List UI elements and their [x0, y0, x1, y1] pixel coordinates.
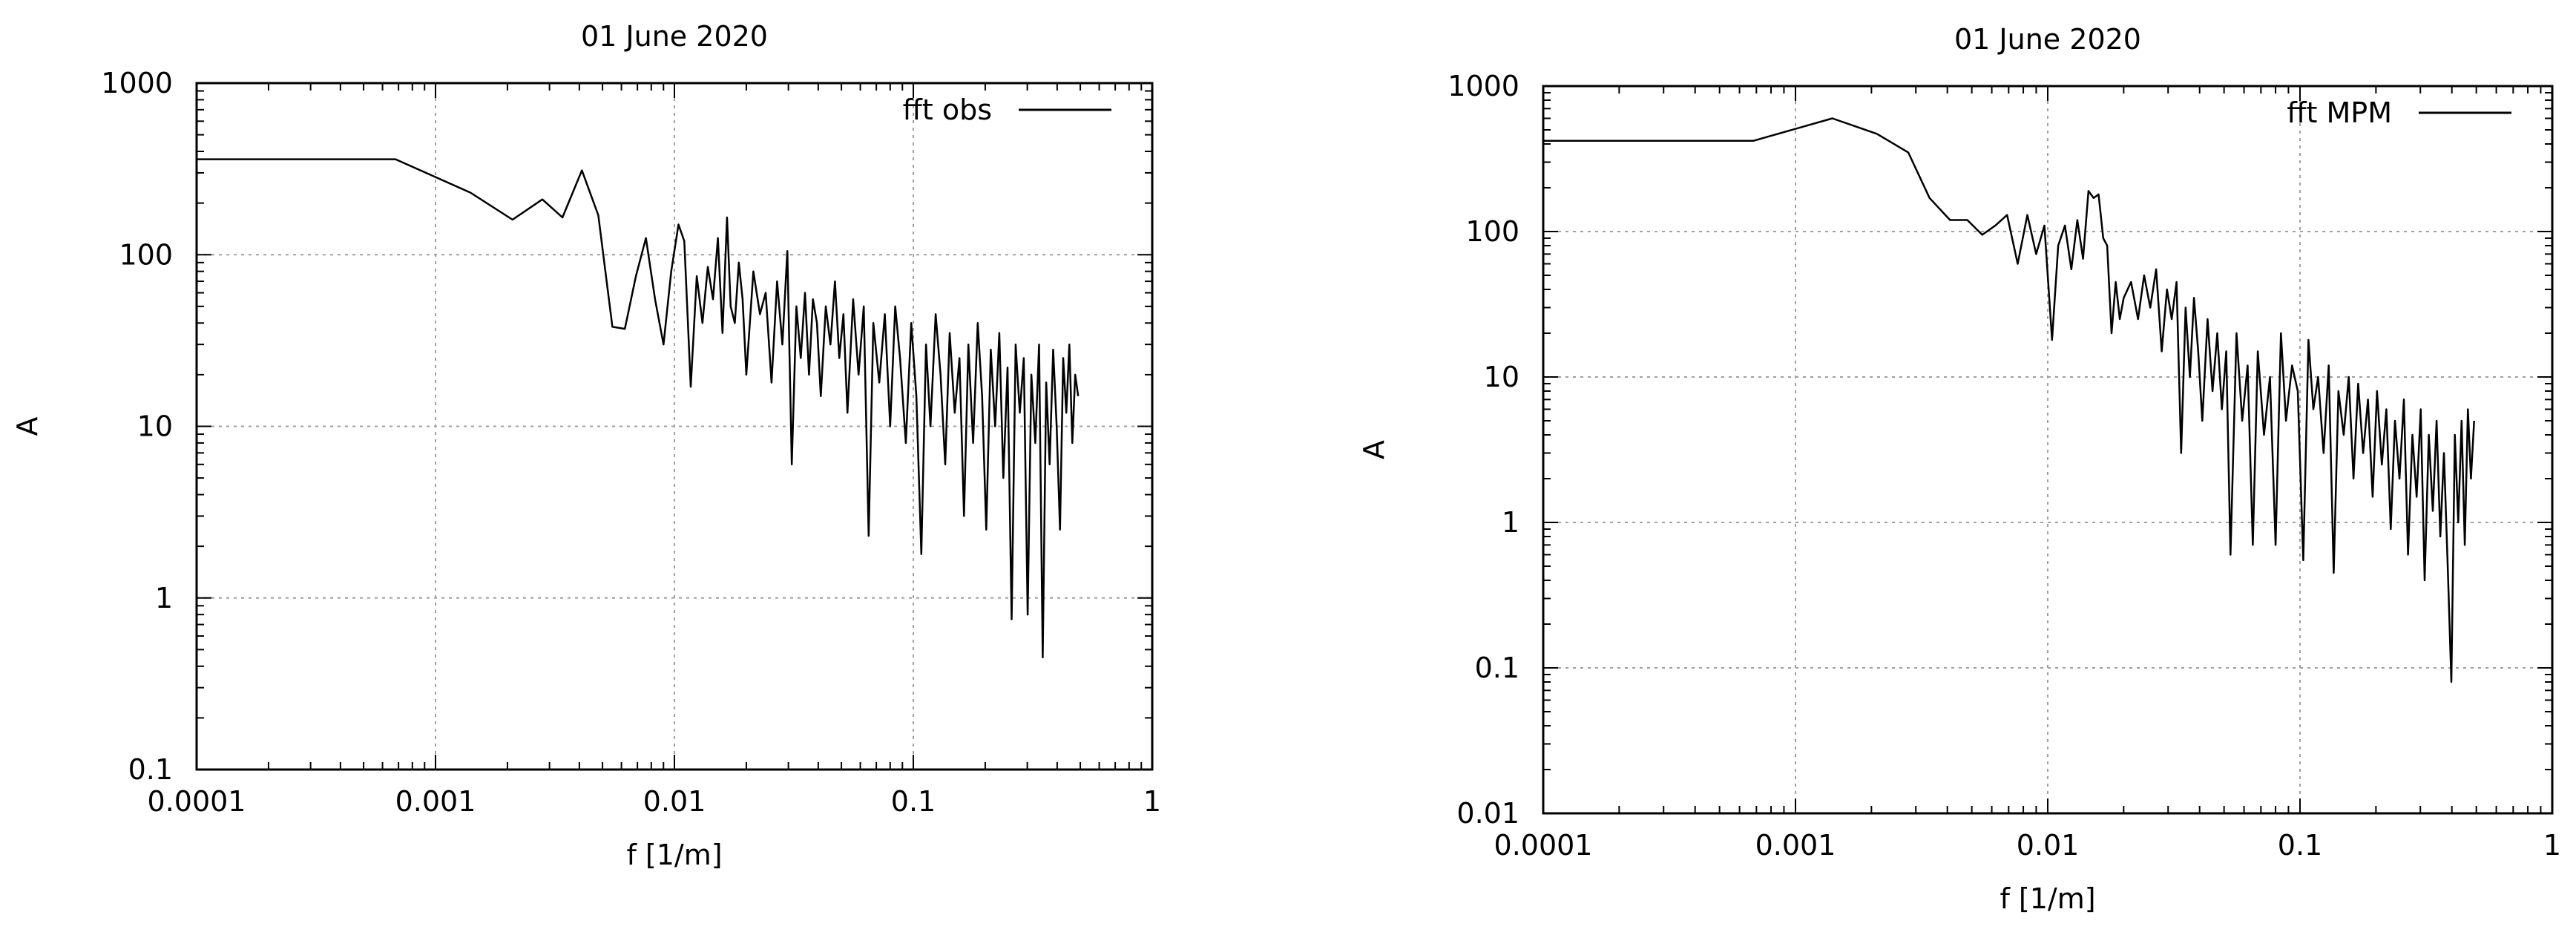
- x-tick-label: 0.0001: [1494, 829, 1593, 862]
- x-tick-label: 0.01: [2017, 829, 2080, 862]
- chart-mpm: 0.0001 0.001 0.01 0.1 1 0.01 0.1 1 10 100 1000 fft …: [1358, 23, 2561, 915]
- legend-label-mpm: fft MPM: [2287, 96, 2392, 129]
- y-axis-label-mpm: A: [1358, 440, 1390, 459]
- x-tick-label: 0.001: [1755, 829, 1836, 862]
- x-tick-label: 0.1: [891, 785, 936, 818]
- y-tick-label: 0.01: [1456, 797, 1519, 830]
- y-tick-label: 0.1: [1475, 652, 1519, 684]
- y-tick-label: 1000: [101, 67, 173, 99]
- y-tick-label: 1: [155, 582, 173, 614]
- y-tick-label: 1: [1502, 506, 1519, 539]
- plot-frame: [1542, 85, 2554, 815]
- legend-label-obs: fft obs: [903, 94, 992, 126]
- chart-obs: 0.0001 0.001 0.01 0.1 1 0.1 1 10 100 1000 fft obs 0…: [11, 20, 1161, 871]
- x-tick-label: 1: [2543, 829, 2561, 862]
- y-tick-label: 0.1: [128, 753, 173, 786]
- x-tick-label: 0.1: [2278, 829, 2322, 862]
- chart-title-obs: 01 June 2020: [581, 20, 768, 53]
- y-tick-label: 100: [1465, 215, 1519, 248]
- x-axis-label-obs: f [1/m]: [626, 839, 722, 871]
- x-tick-label: 1: [1143, 785, 1161, 818]
- plot-frame: [195, 82, 1154, 771]
- series-line-mpm: [1543, 117, 2475, 683]
- y-tick-label: 1000: [1448, 70, 1519, 102]
- x-tick-label: 0.001: [395, 785, 476, 818]
- series-line-obs: [197, 158, 1080, 659]
- x-tick-label: 0.0001: [148, 785, 246, 818]
- x-axis-label-mpm: f [1/m]: [2000, 882, 2095, 915]
- y-tick-label: 10: [137, 410, 173, 443]
- x-tick-label: 0.01: [643, 785, 706, 818]
- y-tick-label: 100: [119, 238, 173, 271]
- y-tick-label: 10: [1484, 361, 1519, 393]
- chart-title-mpm: 01 June 2020: [1954, 23, 2141, 56]
- y-axis-label-obs: A: [11, 417, 44, 436]
